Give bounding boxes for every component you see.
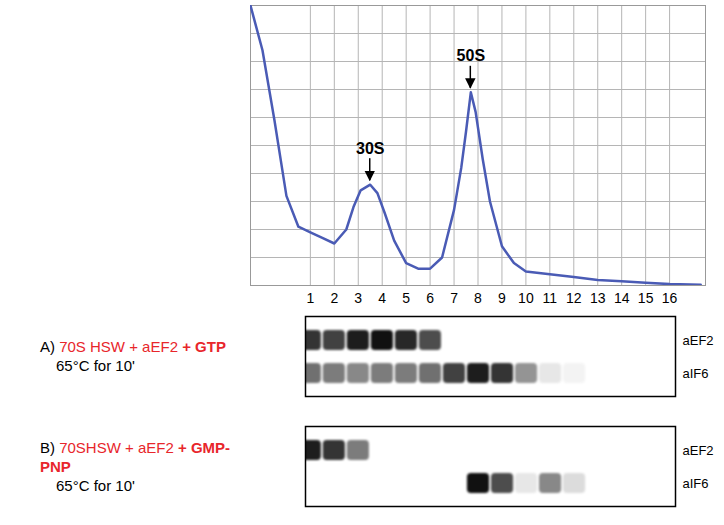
svg-text:12: 12 xyxy=(566,290,582,306)
svg-text:50S: 50S xyxy=(457,47,486,64)
html-text:65°C for 10': 65°C for 10' xyxy=(56,357,135,374)
svg-text:5: 5 xyxy=(402,290,410,306)
svg-text:8: 8 xyxy=(474,290,482,306)
svg-text:2: 2 xyxy=(330,290,338,306)
svg-text:10: 10 xyxy=(518,290,534,306)
svg-text:aIF6: aIF6 xyxy=(683,476,709,491)
svg-text:3: 3 xyxy=(354,290,362,306)
svg-text:9: 9 xyxy=(498,290,506,306)
svg-text:6: 6 xyxy=(426,290,434,306)
svg-text:1: 1 xyxy=(306,290,314,306)
html-text:65°C for 10': 65°C for 10' xyxy=(56,476,135,494)
svg-text:15: 15 xyxy=(638,290,654,306)
svg-text:14: 14 xyxy=(614,290,630,306)
svg-text:16: 16 xyxy=(662,290,678,306)
svg-text:aEF2: aEF2 xyxy=(683,443,714,458)
svg-text:aEF2: aEF2 xyxy=(683,333,714,348)
html-text:A) 70S HSW + aEF2 + GTP: A) 70S HSW + aEF2 + GTP xyxy=(40,338,226,355)
svg-text:30S: 30S xyxy=(356,140,385,157)
svg-text:aIF6: aIF6 xyxy=(683,366,709,381)
svg-text:11: 11 xyxy=(543,290,558,306)
svg-text:13: 13 xyxy=(590,290,606,306)
svg-text:7: 7 xyxy=(450,290,458,306)
svg-text:4: 4 xyxy=(378,290,386,306)
html-text:B) 70SHSW + aEF2 + GMP-PNP: B) 70SHSW + aEF2 + GMP-PNP xyxy=(40,438,231,475)
